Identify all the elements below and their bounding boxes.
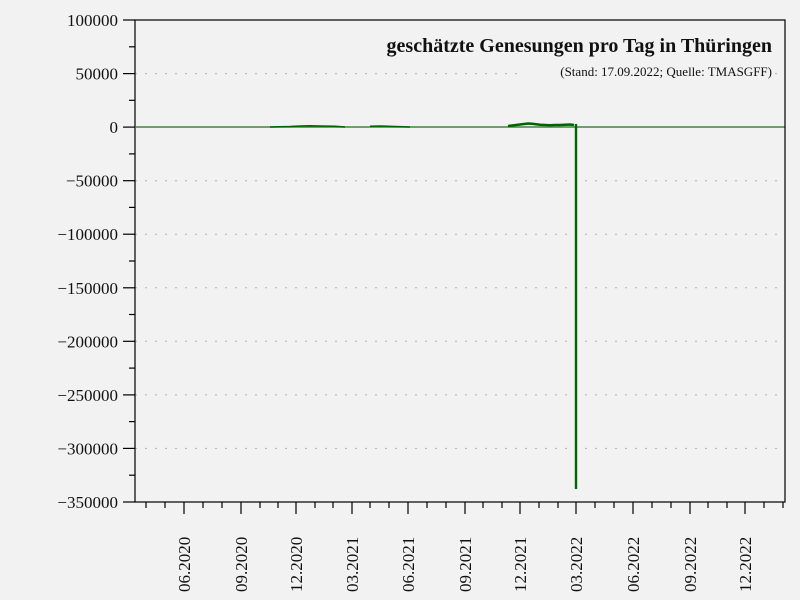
x-tick-label: 12.2022 <box>736 537 755 592</box>
x-tick-label: 09.2021 <box>456 537 475 592</box>
x-tick-label: 09.2020 <box>232 537 251 592</box>
y-tick-label: −350000 <box>57 493 118 512</box>
plot-frame <box>134 19 786 503</box>
x-axis-labels: 06.2020 09.2020 12.2020 03.2021 06.2021 … <box>175 537 755 592</box>
grid-lines <box>135 73 785 449</box>
x-tick-label: 12.2020 <box>287 537 306 592</box>
y-tick-label: −50000 <box>66 172 118 191</box>
x-tick-label: 12.2021 <box>511 537 530 592</box>
x-tick-label: 06.2022 <box>624 537 643 592</box>
y-tick-label: −300000 <box>57 439 118 458</box>
chart-title: geschätzte Genesungen pro Tag in Thüring… <box>387 35 772 57</box>
data-series <box>136 122 785 489</box>
y-tick-label: −250000 <box>57 386 118 405</box>
y-axis-labels: 100000 50000 0 −50000 −100000 −150000 −2… <box>57 11 118 512</box>
x-tick-label: 03.2021 <box>343 537 362 592</box>
x-axis-ticks <box>145 502 784 514</box>
x-tick-label: 06.2021 <box>399 537 418 592</box>
y-tick-label: −200000 <box>57 332 118 351</box>
y-tick-label: 0 <box>110 118 119 137</box>
y-tick-label: 100000 <box>67 11 118 30</box>
y-tick-label: −150000 <box>57 279 118 298</box>
x-tick-label: 03.2022 <box>567 537 586 592</box>
x-tick-label: 06.2020 <box>175 537 194 592</box>
y-tick-label: −100000 <box>57 225 118 244</box>
x-tick-label: 09.2022 <box>681 537 700 592</box>
y-tick-label: 50000 <box>76 65 119 84</box>
chart-subtitle: (Stand: 17.09.2022; Quelle: TMASGFF) <box>560 64 772 79</box>
y-axis-ticks <box>123 19 135 503</box>
